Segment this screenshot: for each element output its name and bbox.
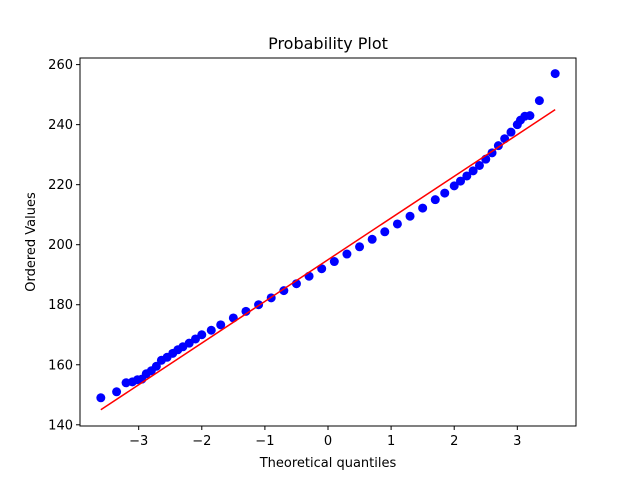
x-tick-label: 3 [513, 434, 521, 449]
x-tick-label: 0 [324, 434, 332, 449]
data-point [418, 203, 428, 213]
x-tick-label: 2 [450, 434, 458, 449]
data-point [380, 227, 390, 237]
plot-area [96, 69, 560, 411]
data-point [197, 330, 207, 340]
data-point [329, 257, 339, 267]
data-point [317, 264, 327, 274]
y-tick-label: 240 [48, 118, 73, 133]
y-tick-label: 140 [48, 418, 73, 433]
x-axis-title: Theoretical quantiles [259, 456, 397, 471]
data-point [430, 195, 440, 205]
y-axis-title: Ordered Values [24, 192, 39, 292]
x-tick-label: 1 [387, 434, 395, 449]
data-point [342, 249, 352, 259]
data-point [534, 96, 544, 106]
data-point [112, 387, 122, 397]
fit-line [100, 109, 556, 411]
data-point [355, 242, 365, 252]
data-point [392, 219, 402, 229]
data-point [279, 286, 289, 296]
axes-ticks: −3 −2 −1 0 1 2 3 140 160 180 200 220 240 260 [48, 58, 521, 449]
data-point [462, 171, 472, 181]
x-tick-label: −2 [192, 434, 211, 449]
data-point [468, 166, 478, 176]
data-point [216, 320, 226, 330]
chart-title: Probability Plot [268, 34, 388, 53]
y-tick-label: 200 [48, 238, 73, 253]
data-point [440, 188, 450, 198]
data-point [96, 393, 106, 403]
data-point [506, 127, 516, 137]
data-point [405, 211, 415, 221]
data-point [206, 325, 216, 335]
x-tick-label: −3 [129, 434, 148, 449]
data-point [190, 334, 200, 344]
data-point [474, 160, 484, 170]
data-point [367, 234, 377, 244]
data-point [525, 111, 535, 121]
data-point [184, 338, 194, 348]
data-point [550, 69, 560, 79]
data-point [456, 176, 466, 186]
data-point [241, 306, 251, 316]
y-tick-label: 260 [48, 58, 73, 73]
data-point [228, 313, 238, 323]
y-tick-label: 160 [48, 358, 73, 373]
y-tick-label: 180 [48, 298, 73, 313]
x-tick-label: −1 [255, 434, 274, 449]
data-point [449, 181, 459, 191]
data-point [151, 361, 161, 371]
y-tick-label: 220 [48, 178, 73, 193]
data-point [500, 134, 510, 144]
